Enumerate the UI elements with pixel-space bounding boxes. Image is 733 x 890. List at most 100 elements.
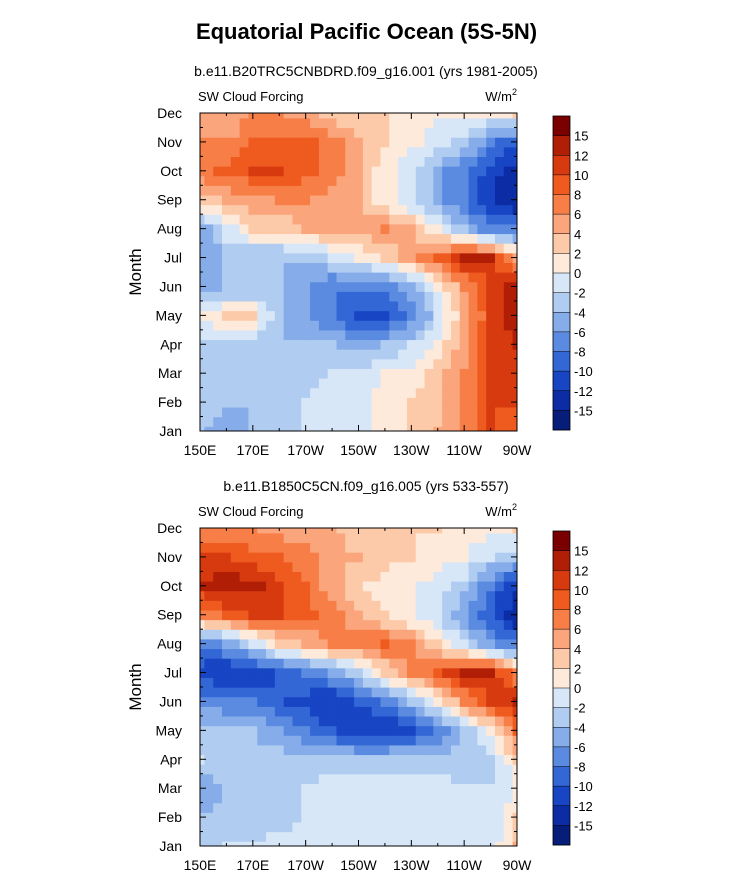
heatmap-cell [200, 426, 206, 431]
heatmap-cell [230, 291, 241, 302]
heatmap-cell [274, 812, 285, 823]
heatmap-cell [398, 831, 408, 842]
heatmap-cell [477, 561, 487, 572]
heatmap-cell [362, 252, 373, 263]
heatmap-cell [380, 658, 390, 669]
heatmap-cell [257, 329, 267, 341]
heatmap-cell [336, 329, 346, 341]
heatmap-cell [354, 619, 364, 630]
heatmap-cell [283, 349, 294, 360]
heatmap-cell [406, 667, 417, 678]
heatmap-cell [371, 358, 382, 369]
heatmap-cell [494, 233, 505, 244]
heatmap-cell [327, 272, 338, 283]
heatmap-cell [433, 581, 443, 592]
heatmap-cell [424, 735, 434, 746]
heatmap-cell [468, 156, 478, 167]
heatmap-cell [459, 783, 470, 794]
heatmap-cell [494, 426, 505, 431]
heatmap-cell [424, 812, 434, 823]
heatmap-cell [310, 677, 320, 688]
heatmap-cell [204, 368, 214, 379]
heatmap-cell [468, 552, 478, 563]
heatmap-cell [200, 113, 206, 119]
heatmap-cell [503, 406, 514, 418]
heatmap-cell [380, 349, 390, 360]
heatmap-cell [345, 243, 355, 254]
heatmap-cell [468, 648, 478, 659]
heatmap-cell [380, 281, 390, 292]
heatmap-cell [406, 725, 417, 736]
heatmap-cell [213, 715, 223, 727]
heatmap-cell [213, 185, 223, 196]
heatmap-cell [213, 113, 223, 119]
heatmap-cell [354, 272, 364, 283]
heatmap-cell [468, 378, 478, 389]
heatmap-cell [200, 387, 206, 398]
heatmap-cell [213, 127, 223, 138]
heatmap-cell [494, 677, 505, 688]
heatmap-cell [257, 416, 267, 427]
heatmap-cell [486, 243, 496, 254]
heatmap-cell [283, 687, 294, 698]
heatmap-cell [354, 358, 364, 369]
heatmap-cell [415, 233, 426, 244]
heatmap-cell [424, 744, 434, 756]
heatmap-cell [318, 397, 329, 408]
heatmap-cell [398, 310, 408, 321]
colorbar-label: 0 [574, 266, 581, 281]
heatmap-cell [433, 349, 443, 360]
heatmap-cell [354, 764, 364, 775]
colorbar-swatch [553, 351, 570, 372]
heatmap-cell [213, 590, 223, 601]
colorbar-label: -12 [574, 799, 593, 814]
heatmap-cell [354, 744, 364, 756]
heatmap-cell [318, 156, 329, 167]
heatmap-cell [266, 773, 276, 784]
heatmap-cell [415, 291, 426, 302]
heatmap-cell [301, 619, 311, 630]
heatmap-cell [354, 581, 364, 592]
heatmap-cell [494, 214, 505, 225]
heatmap-cell [371, 166, 382, 177]
heatmap-cell [213, 629, 223, 640]
heatmap-cell [266, 310, 276, 321]
heatmap-cell [459, 715, 470, 727]
heatmap-cell [248, 735, 258, 746]
heatmap-cell [266, 600, 276, 611]
heatmap-cell [239, 223, 250, 235]
heatmap-cell [257, 310, 267, 321]
heatmap-cell [230, 542, 241, 553]
heatmap-cell [213, 272, 223, 283]
heatmap-cell [213, 783, 223, 794]
heatmap-cell [486, 783, 496, 794]
heatmap-cell [248, 329, 258, 341]
heatmap-cell [371, 725, 382, 736]
heatmap-cell [345, 127, 355, 138]
heatmap-cell [512, 571, 517, 582]
heatmap-cell [442, 175, 452, 186]
heatmap-cell [222, 687, 232, 698]
heatmap-cell [318, 831, 329, 842]
field-label: SW Cloud Forcing [198, 504, 303, 519]
heatmap-cell [450, 185, 461, 196]
heatmap-cell [204, 773, 214, 784]
heatmap-cell [257, 696, 267, 707]
heatmap-cell [230, 252, 241, 263]
heatmap-cell [503, 291, 514, 302]
heatmap-cell [283, 185, 294, 196]
heatmap-cell [424, 214, 434, 225]
heatmap-cell [389, 166, 399, 177]
heatmap-cell [424, 378, 434, 389]
heatmap-cell [424, 406, 434, 418]
heatmap-cell [371, 600, 382, 611]
heatmap-cell [406, 687, 417, 698]
heatmap-cell [200, 146, 206, 157]
x-tick-label: 150E [184, 442, 217, 458]
colorbar-label: 15 [574, 129, 588, 144]
heatmap-cell [283, 194, 294, 206]
heatmap-cell [433, 243, 443, 254]
heatmap-cell [415, 735, 426, 746]
heatmap-cell [283, 706, 294, 717]
heatmap-cell [239, 629, 250, 640]
